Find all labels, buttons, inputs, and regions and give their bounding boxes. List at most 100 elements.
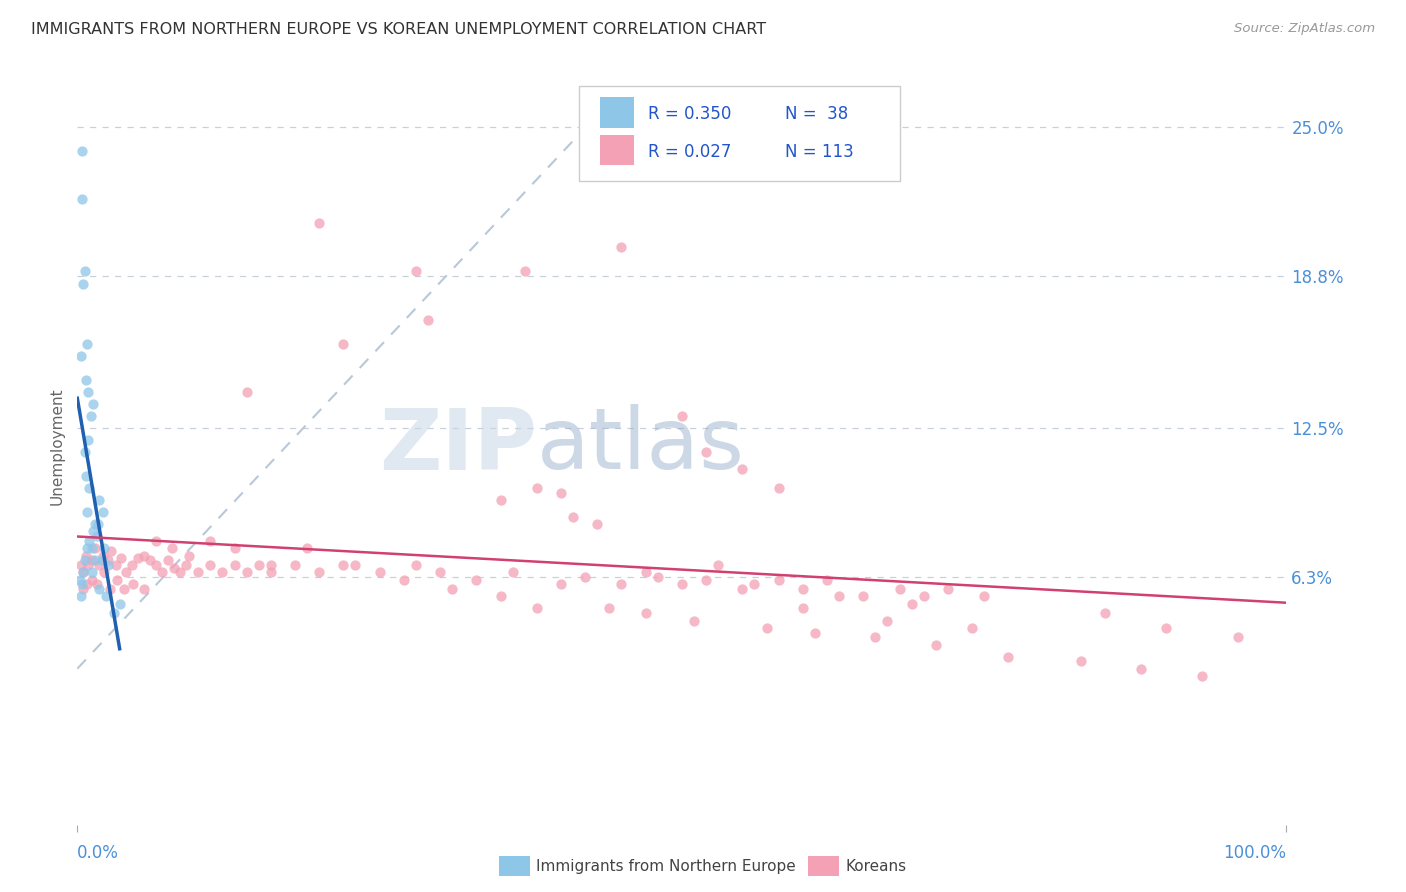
Text: IMMIGRANTS FROM NORTHERN EUROPE VS KOREAN UNEMPLOYMENT CORRELATION CHART: IMMIGRANTS FROM NORTHERN EUROPE VS KOREA… — [31, 22, 766, 37]
Point — [731, 582, 754, 597]
Text: R = 0.350: R = 0.350 — [648, 105, 731, 123]
Point — [489, 493, 512, 508]
Point — [308, 216, 330, 230]
Point — [87, 558, 110, 573]
Point — [200, 534, 222, 549]
Point — [122, 577, 145, 591]
Point — [70, 577, 93, 591]
Text: 100.0%: 100.0% — [1223, 845, 1286, 863]
Point — [150, 566, 173, 580]
Bar — [600, 97, 634, 128]
Point — [76, 336, 98, 351]
Point — [1154, 621, 1177, 635]
Point — [121, 558, 143, 573]
Point — [997, 649, 1019, 664]
Point — [177, 549, 200, 563]
Point — [574, 570, 596, 584]
Point — [169, 566, 191, 580]
Point — [960, 621, 983, 635]
Point — [235, 384, 257, 399]
Point — [72, 582, 94, 597]
Point — [91, 549, 114, 563]
Point — [187, 566, 209, 580]
Point — [586, 517, 609, 532]
Point — [744, 577, 766, 591]
Point — [90, 553, 112, 567]
Point — [70, 349, 93, 363]
Point — [852, 590, 875, 604]
Point — [145, 534, 167, 549]
Point — [695, 445, 717, 459]
Point — [73, 264, 96, 278]
Point — [344, 558, 367, 573]
Point — [768, 481, 790, 495]
Point — [80, 541, 103, 556]
Point — [75, 549, 97, 563]
Point — [634, 607, 657, 621]
Text: R = 0.027: R = 0.027 — [648, 143, 731, 161]
Point — [127, 550, 149, 565]
Text: N = 113: N = 113 — [785, 143, 853, 161]
Point — [163, 560, 186, 574]
Point — [526, 601, 548, 615]
Point — [792, 582, 814, 597]
Point — [79, 409, 101, 423]
Point — [707, 558, 730, 573]
Point — [695, 573, 717, 587]
Point — [683, 614, 706, 628]
Point — [502, 566, 524, 580]
Point — [70, 192, 93, 206]
Point — [75, 373, 97, 387]
Bar — [600, 136, 634, 166]
Point — [157, 553, 180, 567]
Point — [1094, 607, 1116, 621]
Point — [103, 607, 125, 621]
Point — [84, 553, 107, 567]
Point — [405, 558, 427, 573]
Point — [98, 582, 121, 597]
Point — [77, 433, 100, 447]
Y-axis label: Unemployment: Unemployment — [49, 387, 65, 505]
Point — [139, 553, 162, 567]
Point — [77, 558, 100, 573]
Point — [79, 534, 101, 549]
Point — [295, 541, 318, 556]
Point — [804, 625, 827, 640]
Point — [76, 577, 98, 591]
Point — [80, 573, 103, 587]
Point — [332, 558, 354, 573]
Point — [96, 590, 118, 604]
Point — [489, 590, 512, 604]
Point — [72, 277, 94, 291]
Point — [93, 566, 115, 580]
Point — [634, 566, 657, 580]
Point — [82, 397, 104, 411]
Point — [114, 566, 136, 580]
Point — [912, 590, 935, 604]
Point — [91, 505, 114, 519]
Point — [174, 558, 197, 573]
Point — [132, 549, 155, 563]
Point — [100, 543, 122, 558]
Point — [815, 573, 838, 587]
Point — [441, 582, 464, 597]
Point — [755, 621, 778, 635]
Point — [936, 582, 959, 597]
Point — [900, 597, 922, 611]
Point — [429, 566, 451, 580]
Text: ZIP: ZIP — [380, 404, 537, 488]
Point — [768, 573, 790, 587]
Point — [224, 541, 246, 556]
Point — [550, 577, 572, 591]
Point — [73, 553, 96, 567]
Point — [87, 582, 110, 597]
Point — [598, 601, 620, 615]
Point — [392, 573, 415, 587]
Point — [731, 462, 754, 476]
Point — [76, 541, 98, 556]
Point — [416, 312, 439, 326]
Point — [876, 614, 898, 628]
Point — [562, 510, 585, 524]
Text: N =  38: N = 38 — [785, 105, 848, 123]
Point — [526, 481, 548, 495]
